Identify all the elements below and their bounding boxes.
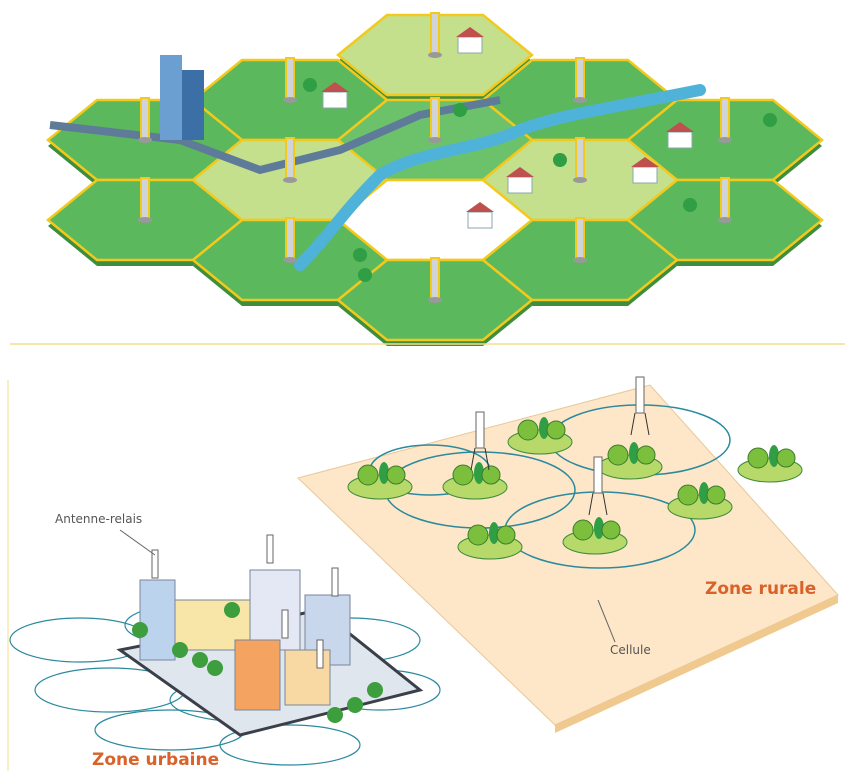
tree	[707, 486, 725, 504]
antenna-mast	[282, 610, 288, 638]
antenna-pointer	[120, 530, 155, 555]
tree	[497, 526, 515, 544]
antenna-mast	[152, 550, 158, 578]
illustration: Antenne-relais Zone rurale Cellule Zone …	[0, 0, 849, 771]
antenna-mast	[576, 58, 584, 100]
hex-network	[48, 13, 822, 346]
antenna-base	[283, 257, 297, 263]
tree	[132, 622, 148, 638]
tree	[678, 485, 698, 505]
tree	[468, 525, 488, 545]
antenna-base	[428, 297, 442, 303]
tree	[518, 420, 538, 440]
antenna-mast	[286, 218, 294, 260]
house	[508, 177, 532, 193]
antenna-label: Antenne-relais	[55, 512, 142, 526]
house	[323, 92, 347, 108]
tree	[207, 660, 223, 676]
antenna-mast	[431, 98, 439, 140]
building	[235, 640, 280, 710]
antenna-mast	[141, 178, 149, 220]
antenna-base	[138, 217, 152, 223]
antenna-mast	[431, 13, 439, 55]
antenna-mast	[141, 98, 149, 140]
tree	[547, 421, 565, 439]
building	[250, 570, 300, 650]
tree	[327, 707, 343, 723]
house	[458, 37, 482, 53]
tree	[358, 268, 372, 282]
tree	[172, 642, 188, 658]
tree	[224, 602, 240, 618]
house	[668, 132, 692, 148]
antenna-mast	[332, 568, 338, 596]
tree	[777, 449, 795, 467]
antenna-base	[718, 217, 732, 223]
tree	[763, 113, 777, 127]
tree	[573, 520, 593, 540]
antenna-mast	[317, 640, 323, 668]
tree	[683, 198, 697, 212]
tree	[453, 103, 467, 117]
urban-label: Zone urbaine	[92, 750, 219, 770]
rural-label: Zone rurale	[705, 579, 816, 599]
antenna-base	[573, 97, 587, 103]
antenna-base	[573, 257, 587, 263]
antenna-base	[283, 97, 297, 103]
tree	[387, 466, 405, 484]
antenna-base	[138, 137, 152, 143]
antenna-base	[428, 137, 442, 143]
tree	[367, 682, 383, 698]
antenna-mast	[594, 457, 602, 493]
antenna-mast	[721, 178, 729, 220]
tree	[608, 445, 628, 465]
antenna-mast	[431, 258, 439, 300]
tree	[637, 446, 655, 464]
antenna-mast	[267, 535, 273, 563]
tree	[482, 466, 500, 484]
tree	[553, 153, 567, 167]
antenna-mast	[576, 138, 584, 180]
cell-label: Cellule	[610, 643, 651, 657]
antenna-mast	[576, 218, 584, 260]
antenna-mast	[286, 58, 294, 100]
antenna-mast	[476, 412, 484, 448]
tree	[347, 697, 363, 713]
house	[468, 212, 492, 228]
tree	[353, 248, 367, 262]
tower	[160, 55, 182, 140]
antenna-mast	[721, 98, 729, 140]
antenna-base	[573, 177, 587, 183]
tree	[602, 521, 620, 539]
tree	[303, 78, 317, 92]
tree	[748, 448, 768, 468]
house	[633, 167, 657, 183]
antenna-base	[718, 137, 732, 143]
tree	[453, 465, 473, 485]
tree	[358, 465, 378, 485]
building	[140, 580, 175, 660]
antenna-mast	[636, 377, 644, 413]
antenna-base	[428, 52, 442, 58]
tree	[192, 652, 208, 668]
antenna-mast	[286, 138, 294, 180]
urban-zone	[10, 535, 440, 765]
tower	[182, 70, 204, 140]
antenna-base	[283, 177, 297, 183]
